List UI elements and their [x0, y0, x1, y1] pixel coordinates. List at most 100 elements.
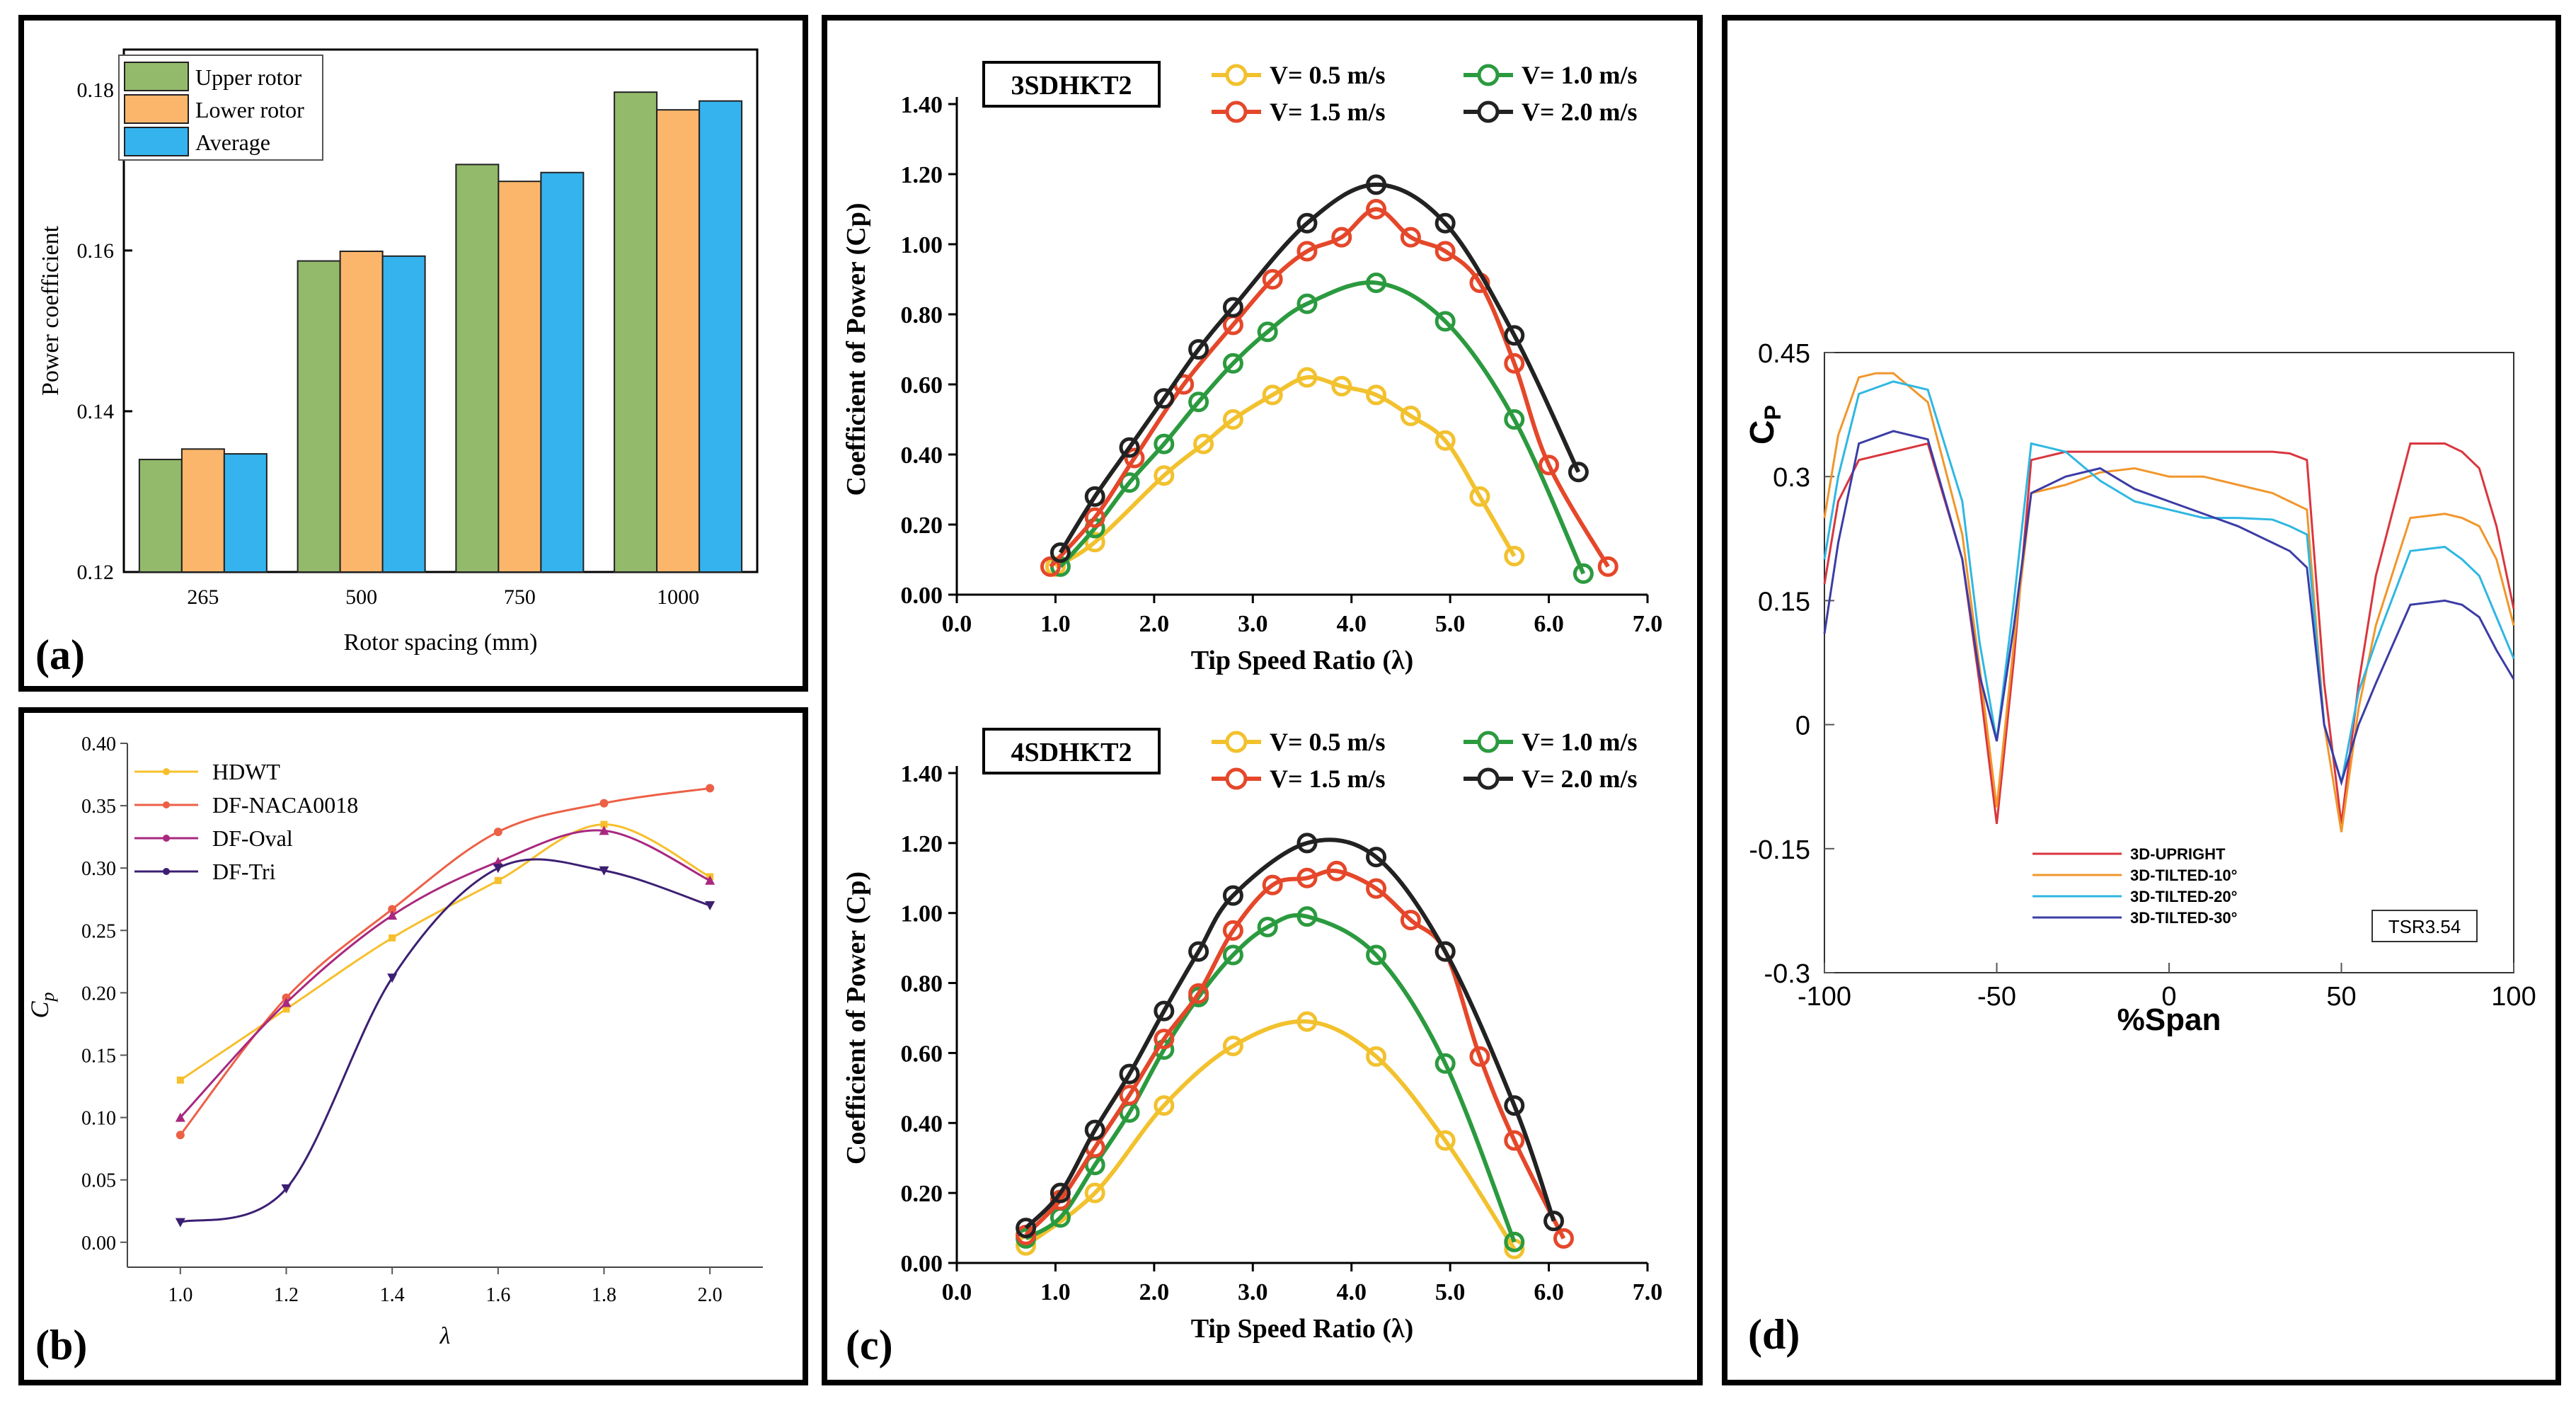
legend-label: V= 2.0 m/s [1522, 98, 1638, 126]
y-tick-label: 1.00 [901, 232, 943, 258]
legend-label: 3D-TILTED-20° [2130, 888, 2237, 905]
data-point [1257, 916, 1278, 937]
data-point [1553, 1228, 1574, 1249]
data-point [281, 1184, 292, 1194]
data-point [1222, 885, 1243, 906]
data-point [1434, 430, 1456, 451]
y-tick-label: 0.80 [901, 302, 943, 328]
legend-label: V= 1.0 m/s [1522, 61, 1638, 89]
data-point [1154, 1095, 1175, 1116]
chart-title: 4SDHKT2 [1011, 738, 1132, 767]
y-tick-label: 0.14 [77, 400, 115, 423]
panel-a-bar-chart: 0.12 0.14 0.16 0.18 265 500 750 1000 Rotor spaci… [35, 48, 759, 678]
data-point [1222, 1036, 1243, 1057]
data-point [1154, 433, 1175, 454]
series-line [1823, 430, 2515, 787]
data-point [1504, 325, 1525, 346]
x-tick-label: 0.0 [942, 611, 972, 637]
x-tick-label: 1.0 [168, 1284, 192, 1306]
title-box [982, 61, 1161, 108]
annotation-label: TSR3.54 [2388, 916, 2461, 937]
data-point [493, 857, 503, 867]
panel-label: (b) [35, 1322, 87, 1368]
data-point [1434, 941, 1456, 962]
data-point [1296, 1011, 1318, 1032]
data-point [175, 1112, 185, 1122]
data-point [494, 876, 502, 884]
x-axis-title: λ [439, 1323, 451, 1349]
bar-upper-rotor [614, 91, 658, 573]
data-point [282, 1005, 290, 1013]
legend-label: Lower rotor [195, 97, 304, 122]
panel-label: (d) [1748, 1311, 1800, 1358]
x-tick-label: 7.0 [1633, 1279, 1663, 1305]
data-point [1366, 1046, 1387, 1067]
title-box [982, 728, 1161, 774]
y-axis-title: Cp [25, 992, 58, 1018]
data-point [599, 799, 609, 808]
data-point [1296, 906, 1318, 927]
legend-marker [1225, 64, 1248, 86]
data-point [1222, 297, 1243, 318]
data-point [281, 997, 292, 1007]
y-tick-label: 0.45 [1758, 339, 1810, 369]
data-point [1572, 563, 1594, 584]
data-point [387, 910, 398, 920]
data-point [1262, 874, 1283, 896]
data-point [1434, 212, 1456, 234]
y-axis-title: Coefficient of Power (Cp) [841, 871, 871, 1165]
legend-label: V= 0.5 m/s [1270, 728, 1386, 756]
data-point [1084, 1182, 1105, 1203]
y-tick-label: 0.16 [77, 239, 115, 263]
data-point [1040, 556, 1061, 577]
legend-label: V= 1.5 m/s [1270, 765, 1386, 793]
data-point [1504, 1095, 1525, 1116]
legend-swatch [124, 127, 189, 156]
x-axis-title: %Span [2117, 1002, 2221, 1037]
panel-c-frame [822, 15, 1703, 1385]
panel-b-frame [18, 707, 808, 1385]
data-point [1222, 409, 1243, 430]
data-point [1296, 293, 1318, 314]
data-point [600, 820, 608, 828]
y-tick-label: -0.3 [1764, 959, 1810, 989]
legend-label: 3D-TILTED-30° [2130, 909, 2237, 927]
x-tick-label: 6.0 [1534, 1279, 1564, 1305]
data-point [1222, 920, 1243, 941]
legend-marker [1225, 101, 1248, 123]
data-point [1434, 1130, 1456, 1151]
data-point [599, 866, 609, 876]
y-tick-label: 0.20 [901, 513, 943, 539]
legend-swatch [124, 62, 189, 91]
legend-marker [1477, 767, 1500, 790]
legend-label: 3D-TILTED-10° [2130, 867, 2237, 884]
data-point [599, 825, 609, 835]
y-tick-label: 0.15 [81, 1045, 116, 1067]
data-point [1366, 174, 1387, 195]
y-tick-label: 0.25 [81, 920, 116, 942]
x-tick-label: 1.4 [380, 1284, 405, 1306]
data-point [1366, 272, 1387, 293]
y-tick-label: 0.3 [1773, 463, 1810, 493]
legend-label: V= 0.5 m/s [1270, 61, 1386, 89]
data-point [1331, 375, 1352, 396]
legend-label: 3D-UPRIGHT [2130, 845, 2226, 863]
annotation-box [2371, 910, 2478, 942]
data-point [1469, 486, 1490, 507]
x-tick-label: 6.0 [1534, 611, 1564, 637]
panel-label: (a) [35, 631, 85, 678]
data-point [1434, 311, 1456, 332]
bar-upper-rotor [455, 164, 500, 573]
bar-upper-rotor [297, 260, 341, 573]
data-point [1296, 867, 1318, 888]
x-tick-label: 750 [504, 585, 536, 609]
data-point [1119, 437, 1140, 458]
data-point [1469, 1046, 1490, 1067]
data-point [388, 905, 397, 914]
data-point [1597, 556, 1618, 577]
data-point [1400, 227, 1421, 248]
legend-label: DF-Tri [212, 859, 276, 884]
series-line [1024, 868, 1566, 1240]
data-point [1154, 388, 1175, 409]
